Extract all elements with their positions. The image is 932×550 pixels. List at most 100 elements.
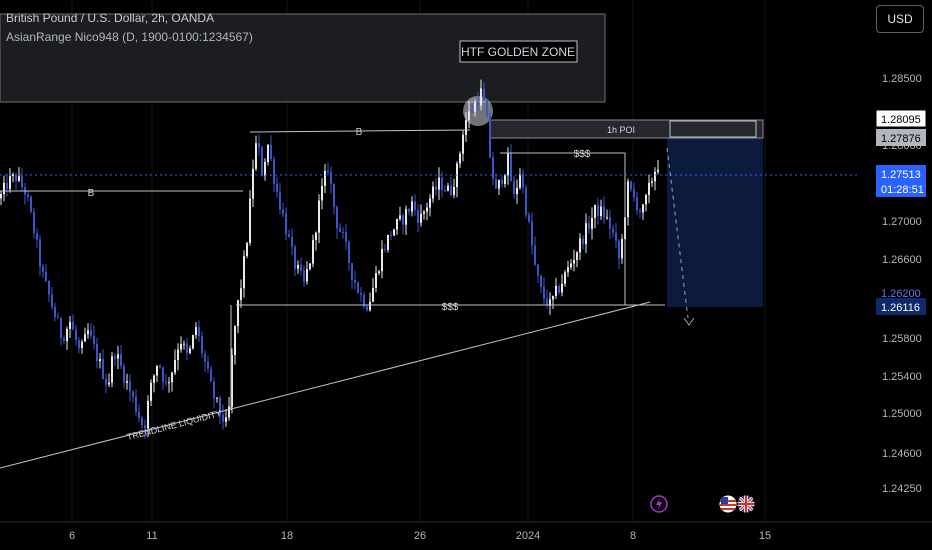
candle-body	[387, 234, 389, 250]
candle-body	[450, 185, 452, 195]
price-axis: 1.285001.280001.270001.266001.258001.254…	[860, 0, 932, 550]
candle-body	[339, 228, 341, 232]
time-tick-label: 2024	[516, 530, 540, 542]
us-flag-icon[interactable]	[719, 495, 737, 513]
candle-body	[432, 186, 434, 199]
candle-body	[513, 180, 515, 195]
candle-body	[249, 198, 251, 244]
candle-body	[633, 189, 635, 198]
candle-body	[315, 232, 317, 240]
candle-body	[294, 246, 296, 269]
candle-body	[657, 169, 659, 172]
lightning-icon[interactable]	[650, 495, 668, 513]
price-tick-label: 1.24600	[882, 448, 922, 460]
candle-body	[312, 239, 314, 264]
candle-body	[585, 223, 587, 245]
candle-body	[96, 344, 98, 362]
candle-body	[561, 283, 563, 293]
upper-level-tag-box	[875, 109, 927, 128]
time-tick-label: 15	[759, 530, 771, 542]
indicator-legend[interactable]: AsianRange Nico948 (D, 1900-0100:1234567…	[6, 30, 253, 44]
countdown-tag-box	[876, 181, 926, 197]
candle-body	[204, 353, 206, 362]
candle-body	[366, 306, 368, 311]
candle-body	[486, 100, 488, 117]
candle-body	[39, 239, 41, 267]
poi-level-tag-box	[876, 129, 926, 146]
short-target-zone	[667, 138, 763, 307]
candle-body	[591, 217, 593, 229]
b-top-label: B	[356, 127, 363, 138]
candle-body	[474, 102, 476, 112]
candle-body	[495, 178, 497, 189]
candle-body	[399, 215, 401, 220]
candle-body	[363, 294, 365, 307]
currency-button[interactable]: USD	[876, 5, 924, 33]
candle-body	[243, 255, 245, 289]
annotation-lines	[0, 129, 860, 469]
projection-arrow	[683, 317, 695, 326]
candle-body	[564, 272, 566, 284]
candle-body	[105, 378, 107, 385]
candle-body	[345, 232, 347, 243]
countdown-tag: 01:28:51	[881, 184, 924, 196]
candle-body	[396, 219, 398, 230]
level-b-top	[249, 129, 471, 133]
candle-body	[429, 198, 431, 208]
candle-body	[291, 237, 293, 247]
candle-body	[594, 204, 596, 218]
candle-body	[492, 157, 494, 179]
candle-body	[537, 264, 539, 276]
candle-body	[639, 210, 641, 213]
poi-level-tag: 1.27876	[881, 133, 921, 145]
candle-body	[405, 209, 407, 225]
candle-body	[108, 382, 110, 385]
candle-body	[213, 381, 215, 399]
candle-body	[129, 381, 131, 392]
candle-body	[198, 327, 200, 337]
candle-body	[63, 338, 65, 342]
candle-body	[615, 232, 617, 241]
candle-body	[156, 365, 158, 376]
candle-body	[612, 228, 614, 233]
candle-body	[375, 273, 377, 288]
candle-body	[159, 365, 161, 368]
candle-body	[27, 194, 29, 197]
candle-body	[522, 174, 524, 188]
candle-body	[393, 229, 395, 236]
candle-body	[33, 211, 35, 234]
candle-body	[459, 153, 461, 164]
annotation-zones	[0, 13, 764, 307]
candle-body	[351, 263, 353, 281]
uk-flag-icon[interactable]	[737, 495, 755, 513]
candle-body	[510, 153, 512, 181]
time-tick-label: 6	[69, 530, 75, 542]
candle-body	[354, 280, 356, 283]
candle-body	[324, 170, 326, 186]
candle-body	[225, 417, 227, 422]
candle-body	[504, 175, 506, 185]
candle-body	[288, 234, 290, 238]
candle-body	[435, 186, 437, 190]
candle-body	[210, 368, 212, 382]
candle-body	[240, 288, 242, 301]
last-price-tag: 1.27513	[881, 169, 921, 181]
candle-body	[72, 321, 74, 330]
candle-body	[330, 171, 332, 184]
candle-body	[618, 240, 620, 259]
candle-body	[93, 335, 95, 345]
candle-body	[177, 349, 179, 360]
candle-body	[255, 143, 257, 169]
candle-body	[372, 287, 374, 302]
candle-body	[135, 396, 137, 412]
candle-body	[306, 269, 308, 282]
sss-bottom-label: $$$	[442, 302, 459, 313]
candle-body	[453, 186, 455, 195]
candle-body	[369, 301, 371, 311]
candle-body	[381, 248, 383, 272]
candle-body	[426, 207, 428, 212]
candle-body	[168, 382, 170, 384]
price-tick-label: 1.24250	[882, 483, 922, 495]
candle-body	[99, 359, 101, 362]
